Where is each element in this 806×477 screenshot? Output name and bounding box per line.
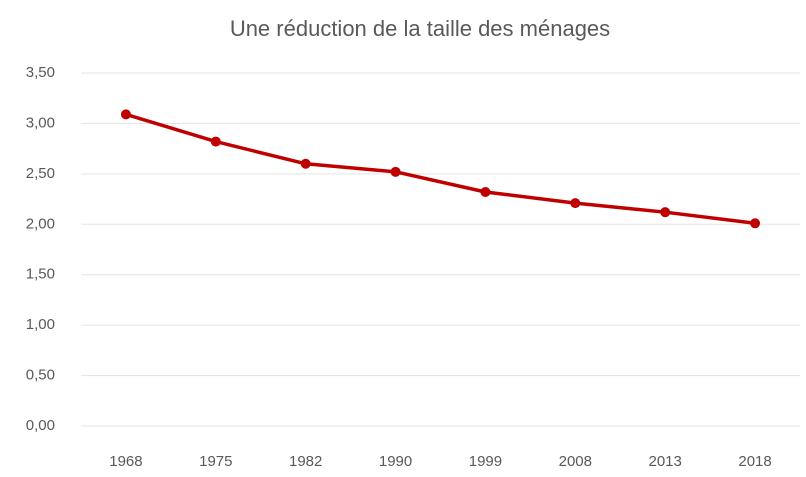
x-tick-label: 2008: [559, 453, 592, 470]
x-tick-label: 1975: [199, 453, 232, 470]
y-tick-label: 2,50: [26, 165, 55, 182]
x-tick-label: 2018: [738, 453, 771, 470]
x-tick-label: 1982: [289, 453, 322, 470]
y-tick-label: 3,50: [26, 64, 55, 81]
x-tick-label: 1999: [469, 453, 502, 470]
y-tick-label: 0,50: [26, 367, 55, 384]
y-tick-label: 3,00: [26, 114, 55, 131]
x-tick-label: 2013: [649, 453, 682, 470]
point: [120, 109, 131, 120]
y-tick-label: 0,00: [26, 417, 55, 434]
point: [390, 166, 401, 177]
x-tick-label: 1990: [379, 453, 412, 470]
y-tick-label: 1,00: [26, 316, 55, 333]
point: [480, 187, 491, 198]
point: [300, 158, 311, 169]
point: [570, 198, 581, 209]
point: [210, 136, 221, 147]
line: [125, 112, 756, 226]
x-tick-label: 1968: [109, 453, 142, 470]
chart-title: Une réduction de la taille des ménages: [230, 16, 610, 41]
y-tick-label: 2,00: [26, 215, 55, 232]
point: [750, 218, 761, 229]
y-tick-label: 1,50: [26, 266, 55, 283]
point: [660, 207, 671, 218]
